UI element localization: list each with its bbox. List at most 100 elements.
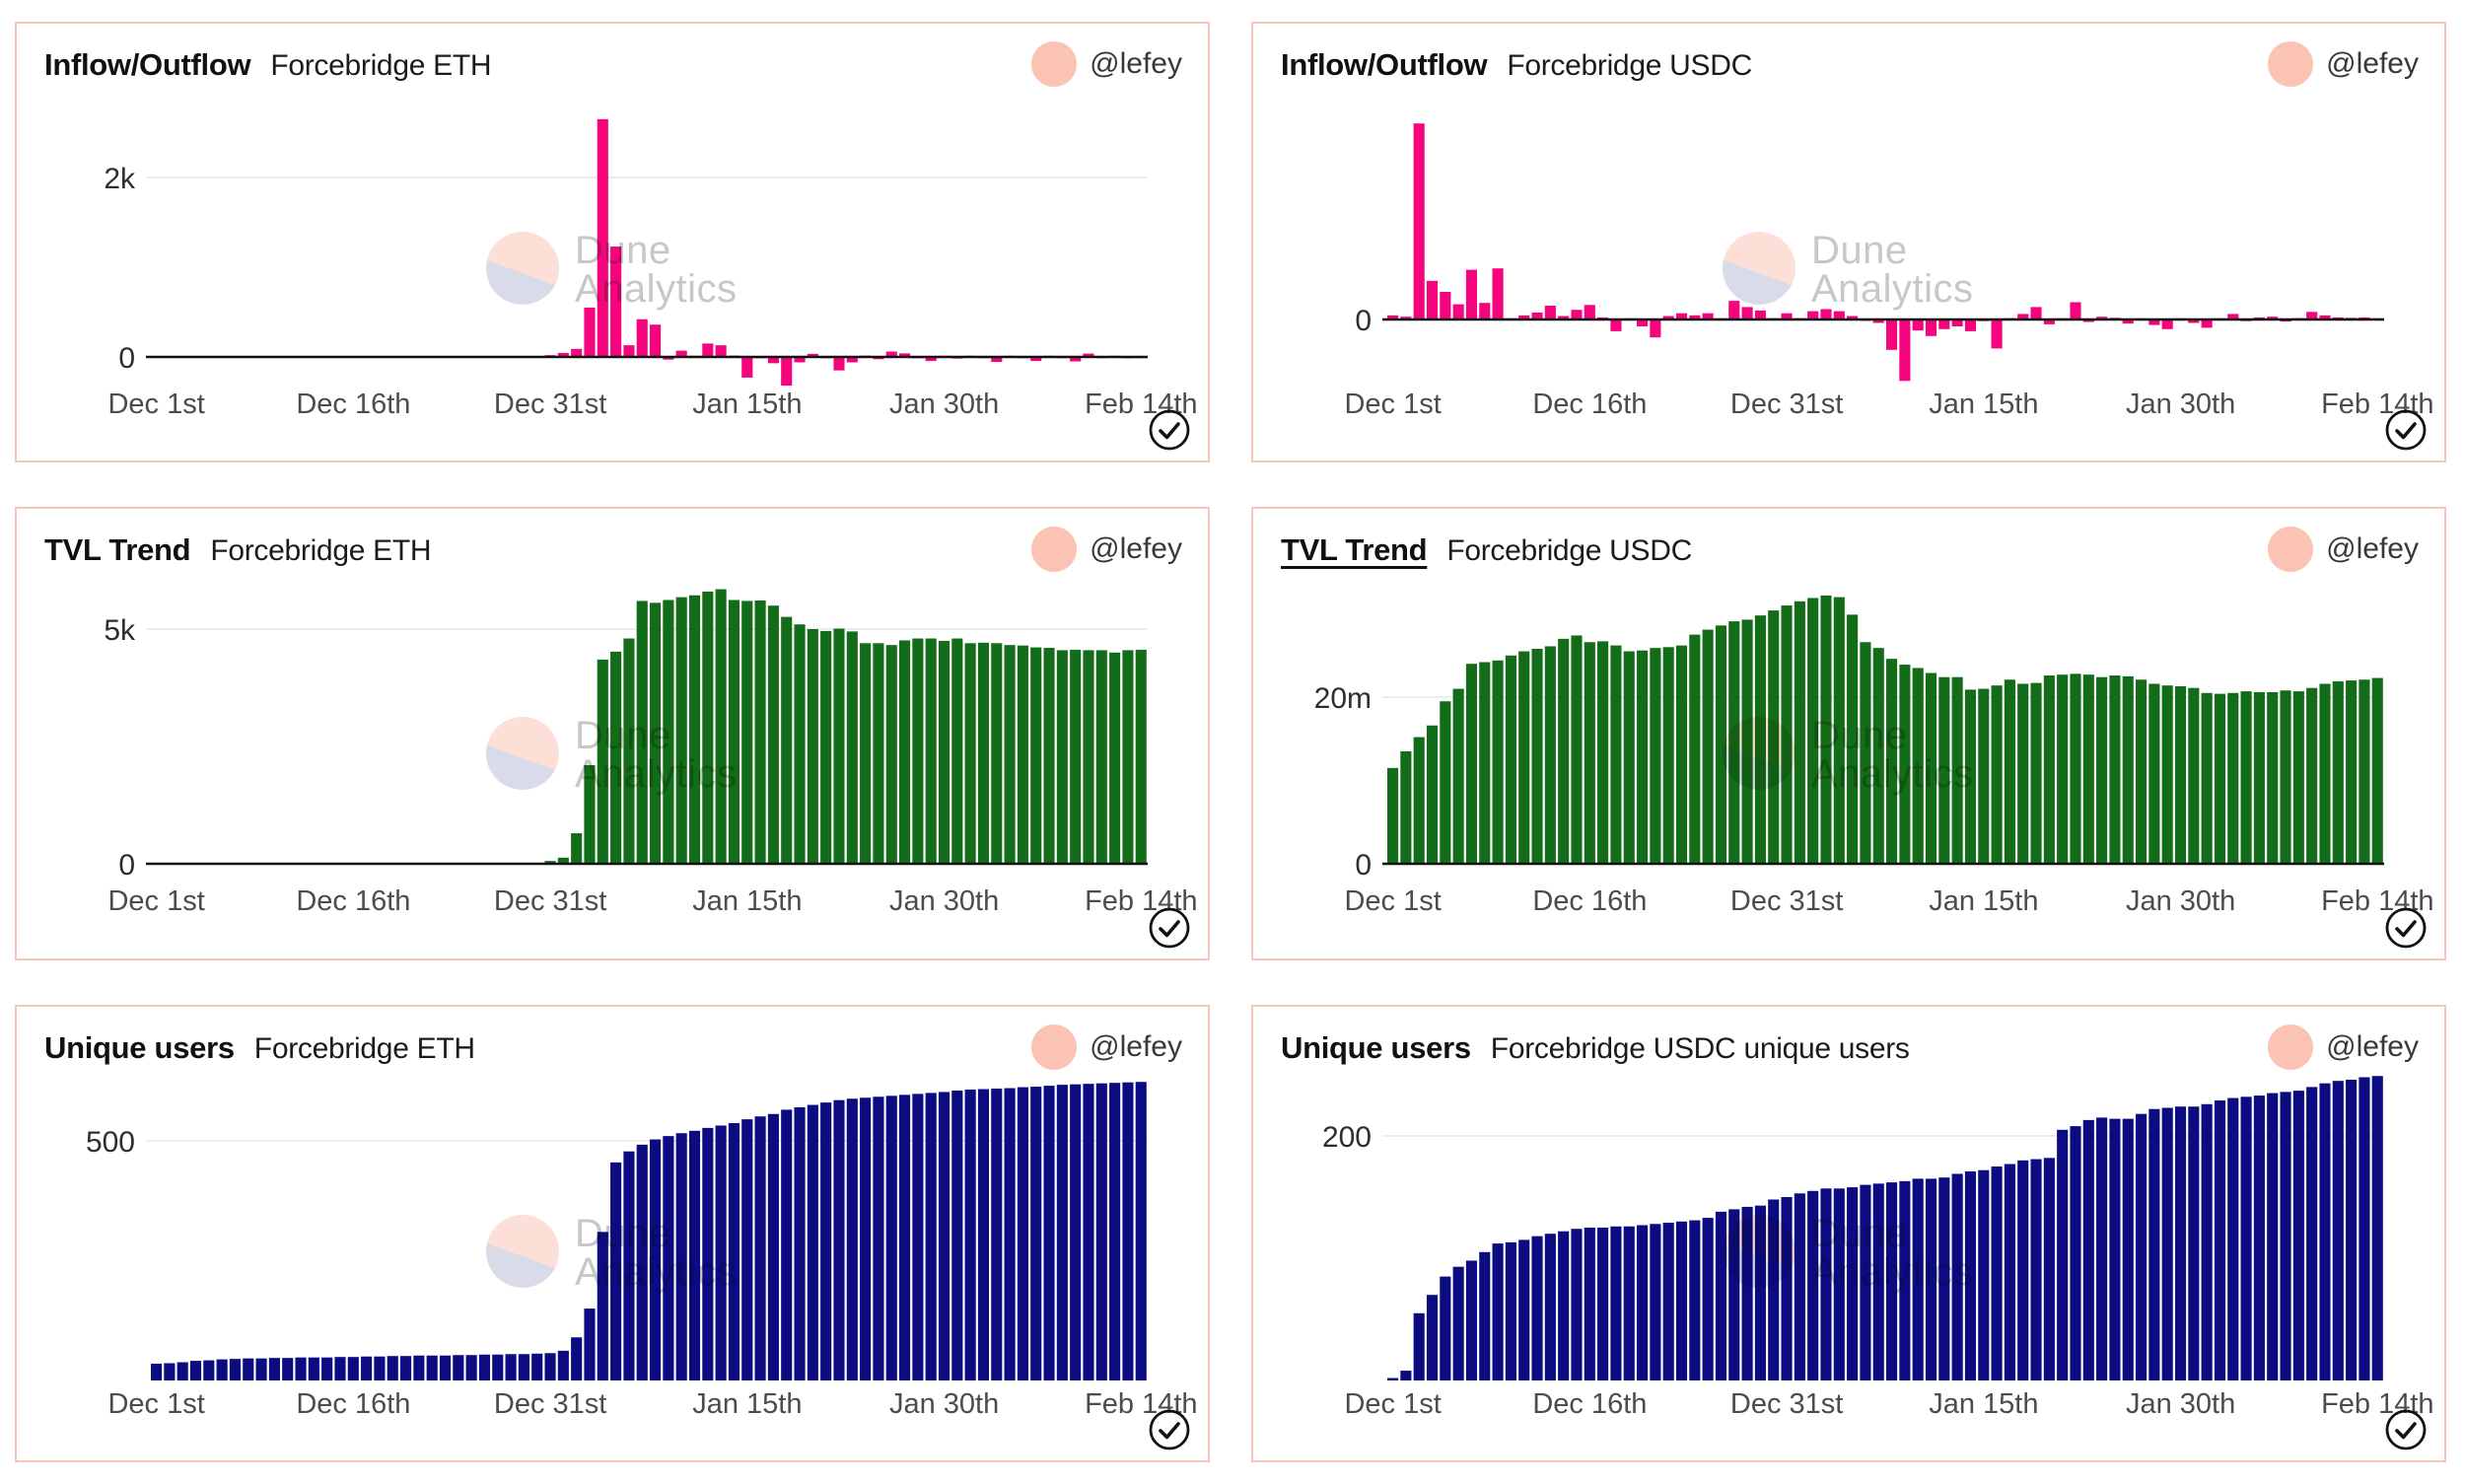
svg-text:0: 0: [1355, 849, 1372, 882]
svg-text:Jan 30th: Jan 30th: [2126, 1388, 2235, 1420]
avatar[interactable]: [1031, 1025, 1078, 1070]
avatar[interactable]: [2268, 1025, 2314, 1070]
svg-text:Dec 31st: Dec 31st: [1730, 1388, 1843, 1420]
avatar[interactable]: [2268, 527, 2314, 572]
author-handle[interactable]: @lefey: [1090, 532, 1182, 565]
author-chip[interactable]: @lefey: [1031, 1025, 1182, 1070]
bar-chart[interactable]: 0 Dec 1st Dec 16th Dec 31st Jan 15th Jan 30th…: [1253, 81, 2444, 460]
svg-text:Dec 16th: Dec 16th: [296, 389, 410, 420]
panel-header: Unique users Forcebridge ETH: [44, 1030, 475, 1066]
panel-title: TVL Trend: [1281, 532, 1428, 567]
panel-title: Unique users: [1281, 1030, 1471, 1065]
panel-inflow-outflow-usdc: Inflow/Outflow Forcebridge USDC @lefey 0…: [1251, 22, 2446, 462]
bar-chart[interactable]: 500 Dec 1st Dec 16th Dec 31st Jan 15th Jan 30…: [17, 1064, 1208, 1460]
tvl-trend-usdc-chart: 20m 0 Dec 1st Dec 16th Dec 31st Jan 15th Jan 3…: [1253, 566, 2444, 958]
svg-text:Jan 15th: Jan 15th: [692, 1388, 802, 1420]
tvl-trend-eth-chart: 5k 0 Dec 1st Dec 16th Dec 31st Jan 15th Jan 30…: [17, 566, 1208, 958]
svg-text:Jan 30th: Jan 30th: [889, 1388, 999, 1420]
svg-text:Jan 15th: Jan 15th: [1929, 1388, 2038, 1420]
svg-text:Dec 1st: Dec 1st: [1344, 885, 1441, 917]
panel-subtitle: Forcebridge ETH: [210, 534, 432, 567]
svg-text:Dec 16th: Dec 16th: [1532, 885, 1647, 917]
svg-text:20m: 20m: [1314, 682, 1372, 715]
panel-header: Inflow/Outflow Forcebridge USDC: [1281, 47, 1752, 83]
panel-subtitle: Forcebridge USDC: [1446, 534, 1692, 567]
svg-text:Dec 31st: Dec 31st: [494, 389, 606, 420]
svg-text:Dec 31st: Dec 31st: [1730, 389, 1843, 420]
svg-text:Dec 31st: Dec 31st: [1730, 885, 1843, 917]
unique-users-usdc-chart: 200 Dec 1st Dec 16th Dec 31st Jan 15th Jan 30…: [1253, 1064, 2444, 1460]
svg-text:0: 0: [118, 849, 135, 882]
panel-subtitle: Forcebridge ETH: [253, 1032, 475, 1065]
author-chip[interactable]: @lefey: [1031, 527, 1182, 572]
query-success-check-icon: [1149, 907, 1190, 949]
panel-unique-users-eth: Unique users Forcebridge ETH @lefey 500 D…: [15, 1005, 1210, 1462]
svg-text:500: 500: [86, 1126, 135, 1159]
panel-tvl-trend-eth: TVL Trend Forcebridge ETH @lefey 5k 0 Dec …: [15, 507, 1210, 960]
unique-users-eth-chart: 500 Dec 1st Dec 16th Dec 31st Jan 15th Jan 30…: [17, 1064, 1208, 1460]
panel-header: Inflow/Outflow Forcebridge ETH: [44, 47, 492, 83]
bar-chart[interactable]: 200 Dec 1st Dec 16th Dec 31st Jan 15th Jan 30…: [1253, 1064, 2444, 1460]
panel-subtitle: Forcebridge USDC: [1507, 49, 1752, 82]
panel-header: Unique users Forcebridge USDC unique use…: [1281, 1030, 1910, 1066]
svg-text:5k: 5k: [104, 614, 136, 647]
svg-text:2k: 2k: [104, 163, 136, 195]
bar-chart[interactable]: 2k 0 Dec 1st Dec 16th Dec 31st Jan 15th Jan 30…: [17, 81, 1208, 460]
panel-tvl-trend-usdc: TVL Trend Forcebridge USDC @lefey 20m 0 De…: [1251, 507, 2446, 960]
query-success-check-icon: [1149, 1409, 1190, 1450]
author-handle[interactable]: @lefey: [1090, 1030, 1182, 1063]
panel-title: TVL Trend: [44, 532, 191, 567]
panel-title: Unique users: [44, 1030, 235, 1065]
panel-unique-users-usdc: Unique users Forcebridge USDC unique use…: [1251, 1005, 2446, 1462]
svg-text:Jan 15th: Jan 15th: [1929, 389, 2038, 420]
avatar[interactable]: [1031, 41, 1078, 87]
svg-text:0: 0: [1355, 305, 1372, 337]
query-success-check-icon: [2385, 907, 2427, 949]
svg-text:Jan 15th: Jan 15th: [692, 389, 802, 420]
svg-text:Dec 16th: Dec 16th: [1532, 389, 1647, 420]
panel-inflow-outflow-eth: Inflow/Outflow Forcebridge ETH @lefey 2k…: [15, 22, 1210, 462]
avatar[interactable]: [2268, 41, 2314, 87]
svg-text:Dec 16th: Dec 16th: [296, 885, 410, 917]
author-handle[interactable]: @lefey: [1090, 47, 1182, 80]
panel-title: Inflow/Outflow: [44, 47, 251, 82]
svg-text:Dec 1st: Dec 1st: [1344, 1388, 1441, 1420]
author-chip[interactable]: @lefey: [2268, 1025, 2419, 1070]
inflow-outflow-usdc-chart: 0 Dec 1st Dec 16th Dec 31st Jan 15th Jan 30th…: [1253, 81, 2444, 460]
query-success-check-icon: [2385, 1409, 2427, 1450]
author-handle[interactable]: @lefey: [2326, 47, 2419, 80]
svg-text:Jan 15th: Jan 15th: [1929, 885, 2038, 917]
svg-text:0: 0: [118, 342, 135, 375]
svg-text:Dec 1st: Dec 1st: [107, 389, 204, 420]
panel-title: Inflow/Outflow: [1281, 47, 1488, 82]
svg-text:Dec 1st: Dec 1st: [107, 885, 204, 917]
svg-text:Jan 30th: Jan 30th: [2126, 389, 2235, 420]
svg-text:200: 200: [1322, 1121, 1372, 1154]
inflow-outflow-eth-chart: 2k 0 Dec 1st Dec 16th Dec 31st Jan 15th Jan 30…: [17, 81, 1208, 460]
svg-text:Dec 16th: Dec 16th: [296, 1388, 410, 1420]
author-chip[interactable]: @lefey: [2268, 41, 2419, 87]
author-handle[interactable]: @lefey: [2326, 1030, 2419, 1063]
svg-text:Dec 1st: Dec 1st: [107, 1388, 204, 1420]
svg-text:Dec 31st: Dec 31st: [494, 1388, 606, 1420]
query-success-check-icon: [2385, 409, 2427, 451]
author-chip[interactable]: @lefey: [2268, 527, 2419, 572]
svg-text:Jan 30th: Jan 30th: [889, 389, 999, 420]
panel-header: TVL Trend Forcebridge ETH: [44, 532, 432, 568]
svg-text:Dec 31st: Dec 31st: [494, 885, 606, 917]
svg-text:Dec 1st: Dec 1st: [1344, 389, 1441, 420]
author-handle[interactable]: @lefey: [2326, 532, 2419, 565]
svg-text:Dec 16th: Dec 16th: [1532, 1388, 1647, 1420]
svg-text:Jan 30th: Jan 30th: [889, 885, 999, 917]
author-chip[interactable]: @lefey: [1031, 41, 1182, 87]
avatar[interactable]: [1031, 527, 1078, 572]
query-success-check-icon: [1149, 409, 1190, 451]
svg-text:Jan 30th: Jan 30th: [2126, 885, 2235, 917]
panel-header: TVL Trend Forcebridge USDC: [1281, 532, 1692, 568]
panel-subtitle: Forcebridge ETH: [270, 49, 492, 82]
svg-text:Jan 15th: Jan 15th: [692, 885, 802, 917]
panel-subtitle: Forcebridge USDC unique users: [1490, 1032, 1910, 1065]
